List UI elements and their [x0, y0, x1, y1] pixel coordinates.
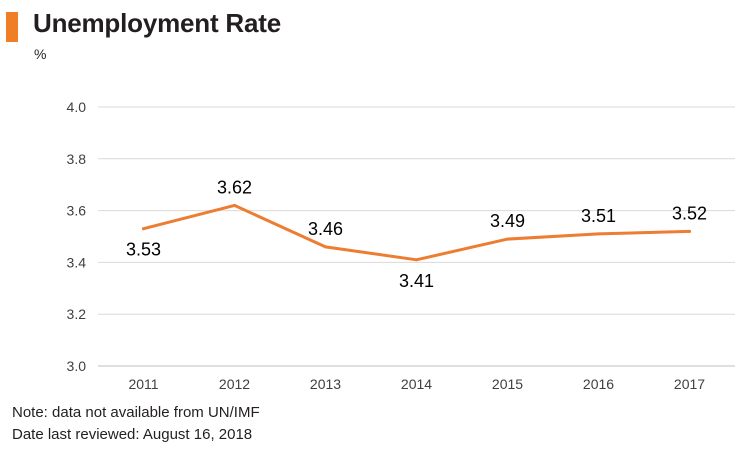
y-tick-label: 4.0	[67, 99, 87, 115]
y-tick-label: 3.6	[67, 203, 87, 219]
chart-title: Unemployment Rate	[33, 8, 281, 38]
y-tick-label: 3.0	[67, 358, 87, 374]
x-tick-label: 2013	[310, 376, 341, 392]
data-label: 3.53	[126, 240, 161, 260]
data-label: 3.46	[308, 219, 343, 239]
data-label: 3.49	[490, 211, 525, 231]
data-point	[688, 229, 691, 233]
x-tick-label: 2015	[492, 376, 523, 392]
data-label: 3.62	[217, 177, 252, 197]
note-data-availability: Note: data not available from UN/IMF	[12, 404, 260, 421]
data-point	[506, 237, 509, 241]
data-point	[597, 232, 600, 236]
line-chart: 3.0 3.2 3.4 3.6 3.8 4.0 2011 2012 2013 2014 2015 20…	[67, 99, 735, 392]
data-point	[142, 227, 145, 231]
data-label: 3.41	[399, 271, 434, 291]
x-tick-label: 2011	[128, 376, 158, 392]
data-label: 3.52	[672, 203, 707, 223]
data-point	[233, 203, 236, 207]
y-tick-label: 3.4	[67, 254, 87, 270]
x-tick-label: 2014	[401, 376, 432, 392]
unit-label: %	[34, 46, 47, 62]
x-tick-label: 2016	[583, 376, 614, 392]
data-label: 3.51	[581, 206, 616, 226]
data-point	[415, 258, 418, 262]
y-tick-label: 3.2	[67, 306, 87, 322]
note-date-reviewed: Date last reviewed: August 16, 2018	[12, 426, 253, 443]
data-point	[324, 245, 327, 249]
title-accent-bar	[6, 12, 18, 42]
y-tick-label: 3.8	[67, 151, 87, 167]
x-tick-label: 2012	[219, 376, 250, 392]
x-tick-label: 2017	[674, 376, 705, 392]
